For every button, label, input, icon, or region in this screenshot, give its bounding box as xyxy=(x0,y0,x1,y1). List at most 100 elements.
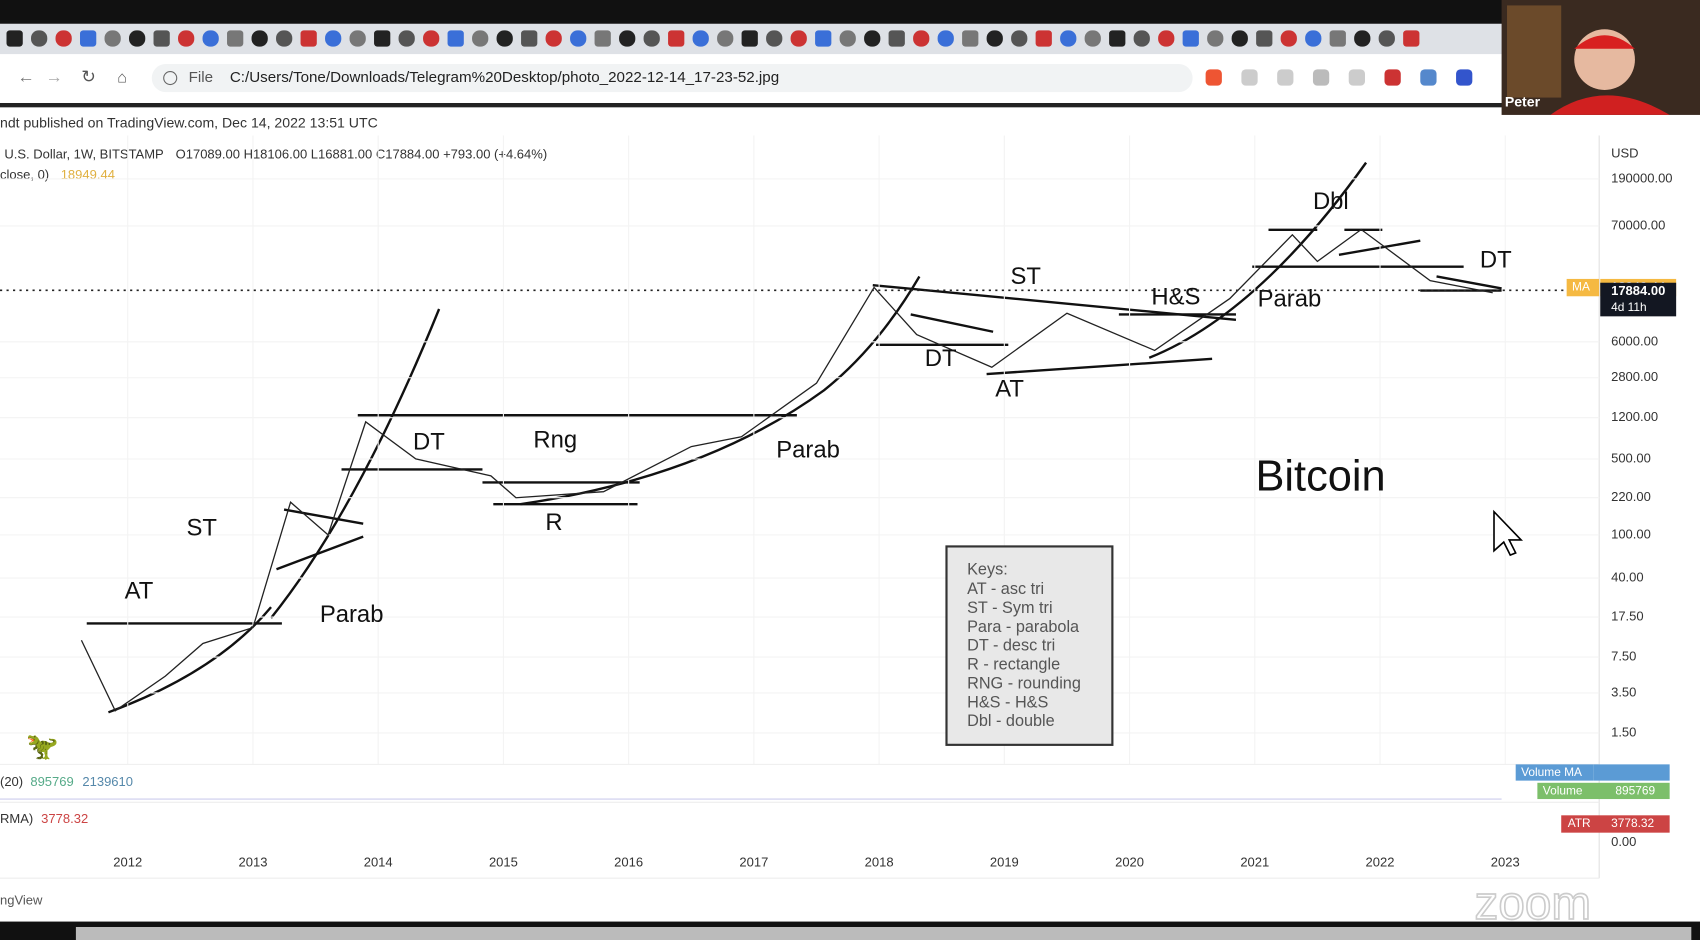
extension-icon xyxy=(1277,69,1294,86)
y-tick-label: 220.00 xyxy=(1611,489,1651,504)
extension-icon xyxy=(1456,69,1473,86)
tab-icon xyxy=(31,30,48,47)
ohlc: O17089.00 H18106.00 L16881.00 C17884.00 … xyxy=(176,146,548,161)
volume-ma-tag xyxy=(1515,764,1594,781)
price-tag xyxy=(1600,282,1677,317)
annotation: Rng xyxy=(533,427,577,454)
x-tick-label: 2023 xyxy=(1491,854,1520,869)
y-tick-label: 70000.00 xyxy=(1611,217,1665,232)
address-bar[interactable] xyxy=(151,63,1193,93)
cursor xyxy=(1493,509,1524,557)
tab-icon xyxy=(1109,30,1126,47)
x-tick-label: 2020 xyxy=(1115,854,1144,869)
x-tick-label: 2012 xyxy=(113,854,142,869)
symbol: U.S. Dollar, 1W, BITSTAMP xyxy=(4,146,163,161)
forward-button[interactable]: → xyxy=(46,67,63,87)
tab-icon xyxy=(717,30,734,47)
trendlines xyxy=(86,161,1502,714)
webcam-bg xyxy=(1507,5,1562,98)
countdown: 4d 11h xyxy=(1611,300,1647,314)
webcam-shirt xyxy=(1550,95,1670,115)
atr-tag-value: 3778.32 xyxy=(1611,816,1654,830)
extension-icon xyxy=(1348,69,1365,86)
annotation: AT xyxy=(125,577,154,604)
atr-tag-label: ATR xyxy=(1568,816,1591,830)
extension-icon xyxy=(1241,69,1258,86)
x-tick-label: 2016 xyxy=(614,854,643,869)
volume-tag-label: Volume xyxy=(1543,784,1583,798)
tab-icon xyxy=(398,30,415,47)
tab-icon xyxy=(1280,30,1297,47)
tab-icon xyxy=(1329,30,1346,47)
tab-icon xyxy=(325,30,342,47)
published: ndt published on TradingView.com, Dec 14… xyxy=(0,114,378,130)
ma-tag-label: MA xyxy=(1572,280,1590,294)
keys-title: Keys: xyxy=(967,561,1008,579)
tab-icon xyxy=(545,30,562,47)
keys-box xyxy=(945,545,1114,746)
tab-icon xyxy=(276,30,293,47)
tab-icon xyxy=(104,30,121,47)
plot xyxy=(0,135,1600,765)
volume-ma: 2139610 xyxy=(82,774,133,789)
annotation: ST xyxy=(1010,263,1041,290)
volume-value: 895769 xyxy=(30,774,73,789)
tab-icon xyxy=(888,30,905,47)
tab-icon xyxy=(962,30,979,47)
annotation: AT xyxy=(995,376,1024,403)
price-line xyxy=(80,228,1493,712)
y-tick-label: 17.50 xyxy=(1611,609,1644,624)
chart-title: Bitcoin xyxy=(1255,453,1385,501)
footer: ngView xyxy=(0,892,43,907)
tab-icon xyxy=(55,30,72,47)
x-tick-label: 2017 xyxy=(739,854,768,869)
tab-icon xyxy=(839,30,856,47)
tab-icon xyxy=(496,30,513,47)
tab-icon xyxy=(521,30,538,47)
key-item: Para - parabola xyxy=(967,618,1080,636)
home-button[interactable]: ⌂ xyxy=(117,68,127,86)
tab-icon xyxy=(349,30,366,47)
tab-icon xyxy=(619,30,636,47)
webcam-cap xyxy=(1574,35,1635,49)
reload-button[interactable]: ↻ xyxy=(81,67,96,87)
top-bar xyxy=(0,0,1700,24)
extension-icon xyxy=(1384,69,1401,86)
annotation: Parab xyxy=(320,601,384,628)
price-tag-text: 17884.00 xyxy=(1611,283,1665,298)
tab-icon xyxy=(594,30,611,47)
annotation: Parab xyxy=(776,436,840,463)
tab-icon xyxy=(815,30,832,47)
tab-icon xyxy=(300,30,317,47)
y-tick-label: 6000.00 xyxy=(1611,333,1658,348)
annotation: Dbl xyxy=(1313,188,1349,215)
back-button[interactable]: ← xyxy=(17,67,34,87)
tab-icon xyxy=(1354,30,1371,47)
key-item: H&S - H&S xyxy=(967,693,1048,711)
y-tick-label: 1200.00 xyxy=(1611,409,1658,424)
info-icon xyxy=(163,71,178,86)
tab-icon xyxy=(570,30,587,47)
tab-icon xyxy=(766,30,783,47)
key-item: R - rectangle xyxy=(967,656,1060,674)
volume-tag xyxy=(1537,782,1670,800)
y-tick-label: 190000.00 xyxy=(1611,170,1672,185)
tab-icon xyxy=(668,30,685,47)
tab-icon xyxy=(202,30,219,47)
volume-legend: (20) xyxy=(0,774,23,789)
tab-icon xyxy=(1133,30,1150,47)
y-tick-label: 2800.00 xyxy=(1611,369,1658,384)
tab-icon xyxy=(986,30,1003,47)
tab-icon xyxy=(6,30,23,47)
x-tick-label: 2021 xyxy=(1240,854,1269,869)
participant-name: Peter xyxy=(1505,94,1541,110)
tab-icon xyxy=(374,30,391,47)
tab-icons xyxy=(6,30,1420,47)
tab-icon xyxy=(1305,30,1322,47)
y-tick-label: 500.00 xyxy=(1611,450,1651,465)
x-tick-label: 2015 xyxy=(489,854,518,869)
volume-tag-value: 895769 xyxy=(1615,784,1655,798)
annotation: H&S xyxy=(1151,283,1200,310)
